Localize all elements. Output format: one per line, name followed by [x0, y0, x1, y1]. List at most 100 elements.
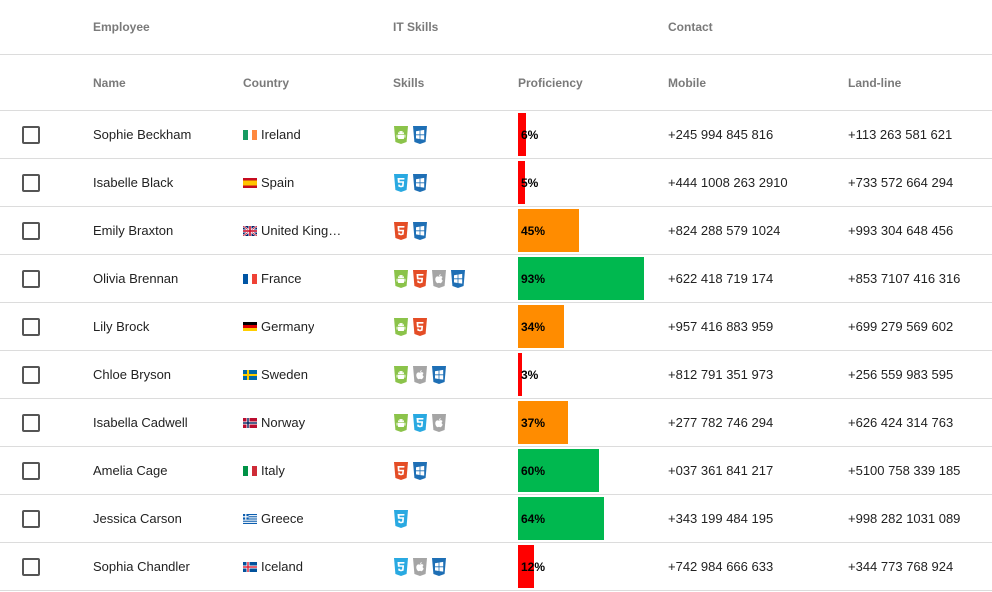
- table-row[interactable]: Isabelle Black Spain 5% +444 1008 263 2910 +…: [0, 159, 992, 207]
- employee-name[interactable]: Sophie Beckham: [93, 127, 192, 142]
- header-group-contact[interactable]: Contact: [668, 20, 713, 34]
- proficiency-cell[interactable]: 37%: [518, 399, 663, 446]
- landline-number[interactable]: +256 559 983 595: [848, 367, 954, 382]
- table-row[interactable]: Emily Braxton United Kingdom 45% +824 288 5…: [0, 207, 992, 255]
- mobile-number[interactable]: +245 994 845 816: [668, 127, 774, 142]
- landline-number[interactable]: +993 304 648 456: [848, 223, 954, 238]
- landline-number[interactable]: +626 424 314 763: [848, 415, 954, 430]
- proficiency-cell[interactable]: 3%: [518, 351, 663, 398]
- table-row[interactable]: Olivia Brennan France 93% +622 418 719 174 +…: [0, 255, 992, 303]
- skills-cell[interactable]: [393, 207, 513, 254]
- country-cell[interactable]: Greece: [243, 495, 348, 542]
- proficiency-cell[interactable]: 5%: [518, 159, 663, 206]
- country-cell[interactable]: United Kingdom: [243, 207, 348, 254]
- header-group-employee[interactable]: Employee: [93, 20, 150, 34]
- employee-name[interactable]: Isabella Cadwell: [93, 415, 188, 430]
- column-header-country[interactable]: Country: [243, 75, 289, 90]
- landline-number[interactable]: +5100 758 339 185: [848, 463, 961, 478]
- row-checkbox[interactable]: [22, 461, 40, 480]
- country-cell[interactable]: France: [243, 255, 348, 302]
- row-checkbox[interactable]: [22, 125, 40, 144]
- sweden-flag-icon: [243, 369, 257, 380]
- proficiency-cell[interactable]: 34%: [518, 303, 663, 350]
- employee-name[interactable]: Chloe Bryson: [93, 367, 172, 382]
- column-header-name[interactable]: Name: [93, 75, 126, 90]
- employee-name[interactable]: Jessica Carson: [93, 511, 182, 526]
- row-checkbox[interactable]: [22, 173, 40, 192]
- employee-name[interactable]: Sophia Chandler: [93, 559, 190, 574]
- proficiency-cell[interactable]: 93%: [518, 255, 663, 302]
- row-checkbox[interactable]: [22, 557, 40, 576]
- row-select-cell: [22, 111, 42, 158]
- skills-cell[interactable]: [393, 543, 513, 590]
- column-header-proficiency[interactable]: Proficiency: [518, 75, 583, 90]
- table-row[interactable]: Amelia Cage Italy 60% +037 361 841 217 +5100…: [0, 447, 992, 495]
- mobile-number[interactable]: +812 791 351 973: [668, 367, 774, 382]
- landline-number[interactable]: +733 572 664 294: [848, 175, 954, 190]
- row-select-cell: [22, 351, 42, 398]
- table-row[interactable]: Isabella Cadwell Norway 37% +277 782 746 29…: [0, 399, 992, 447]
- row-checkbox[interactable]: [22, 221, 40, 240]
- mobile-number[interactable]: +037 361 841 217: [668, 463, 774, 478]
- row-checkbox[interactable]: [22, 317, 40, 336]
- country-cell[interactable]: Spain: [243, 159, 348, 206]
- mobile-number[interactable]: +742 984 666 633: [668, 559, 774, 574]
- column-header-skills[interactable]: Skills: [393, 75, 425, 90]
- landline-number[interactable]: +699 279 569 602: [848, 319, 954, 334]
- landline-number[interactable]: +998 282 1031 089: [848, 511, 961, 526]
- proficiency-label: 45%: [521, 223, 546, 238]
- employee-name[interactable]: Isabelle Black: [93, 175, 174, 190]
- proficiency-wrap: 60%: [518, 447, 663, 494]
- table-row[interactable]: Lily Brock Germany 34% +957 416 883 959 +699…: [0, 303, 992, 351]
- mobile-number[interactable]: +622 418 719 174: [668, 271, 774, 286]
- proficiency-cell[interactable]: 60%: [518, 447, 663, 494]
- table-row[interactable]: Sophie Beckham Ireland 6% +245 994 845 816 +…: [0, 111, 992, 159]
- html5-icon: [412, 317, 428, 336]
- skills-cell[interactable]: [393, 447, 513, 494]
- landline-number[interactable]: +344 773 768 924: [848, 559, 954, 574]
- proficiency-cell[interactable]: 6%: [518, 111, 663, 158]
- skills-cell[interactable]: [393, 303, 513, 350]
- skills-cell[interactable]: [393, 111, 513, 158]
- skills-cell[interactable]: [393, 351, 513, 398]
- row-checkbox[interactable]: [22, 365, 40, 384]
- employee-name[interactable]: Amelia Cage: [93, 463, 168, 478]
- mobile-number[interactable]: +444 1008 263 2910: [668, 175, 788, 190]
- country-cell[interactable]: Italy: [243, 447, 348, 494]
- country-cell[interactable]: Sweden: [243, 351, 348, 398]
- proficiency-bar: [518, 209, 579, 252]
- employee-name[interactable]: Emily Braxton: [93, 223, 174, 238]
- mobile-number[interactable]: +343 199 484 195: [668, 511, 774, 526]
- header-group-it-skills[interactable]: IT Skills: [393, 20, 439, 34]
- country-cell[interactable]: Iceland: [243, 543, 348, 590]
- row-checkbox[interactable]: [22, 509, 40, 528]
- table-row[interactable]: Chloe Bryson Sweden 3% +812 791 351 973 +256…: [0, 351, 992, 399]
- row-checkbox[interactable]: [22, 413, 40, 432]
- proficiency-cell[interactable]: 64%: [518, 495, 663, 542]
- country-cell[interactable]: Norway: [243, 399, 348, 446]
- skills-cell[interactable]: [393, 159, 513, 206]
- row-select-cell: [22, 447, 42, 494]
- proficiency-cell[interactable]: 12%: [518, 543, 663, 590]
- mobile-number[interactable]: +957 416 883 959: [668, 319, 774, 334]
- employee-name[interactable]: Olivia Brennan: [93, 271, 179, 286]
- table-row[interactable]: Sophia Chandler Iceland 12% +742 984 666 63…: [0, 543, 992, 591]
- mobile-number[interactable]: +824 288 579 1024: [668, 223, 781, 238]
- html5-icon: [412, 269, 428, 288]
- landline-number[interactable]: +853 7107 416 316: [848, 271, 961, 286]
- employee-name[interactable]: Lily Brock: [93, 319, 150, 334]
- proficiency-cell[interactable]: 45%: [518, 207, 663, 254]
- skills-cell[interactable]: [393, 495, 513, 542]
- column-header-landline[interactable]: Land-line: [848, 75, 902, 90]
- country-cell[interactable]: Ireland: [243, 111, 348, 158]
- windows-icon: [450, 269, 466, 288]
- skills-cell[interactable]: [393, 255, 513, 302]
- column-header-mobile[interactable]: Mobile: [668, 75, 706, 90]
- mobile-number[interactable]: +277 782 746 294: [668, 415, 774, 430]
- skills-cell[interactable]: [393, 399, 513, 446]
- row-select-cell: [22, 303, 42, 350]
- table-row[interactable]: Jessica Carson Greece 64% +343 199 484 195 +…: [0, 495, 992, 543]
- landline-number[interactable]: +113 263 581 621: [848, 127, 953, 142]
- country-cell[interactable]: Germany: [243, 303, 348, 350]
- row-checkbox[interactable]: [22, 269, 40, 288]
